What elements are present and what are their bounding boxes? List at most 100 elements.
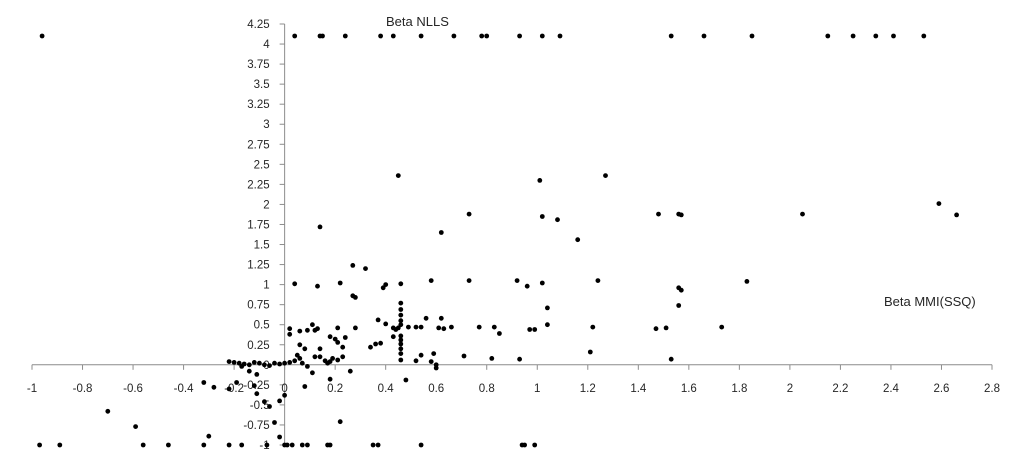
- data-point: [398, 333, 404, 339]
- data-point: [342, 33, 348, 39]
- data-point: [277, 361, 282, 367]
- data-point: [587, 349, 593, 355]
- data-point: [378, 340, 383, 346]
- x-tick-label: 1: [534, 383, 540, 395]
- data-points: [37, 33, 959, 448]
- data-point: [428, 359, 434, 364]
- data-point: [668, 33, 674, 39]
- y-tick-label: -1: [259, 440, 269, 452]
- data-point: [330, 356, 335, 361]
- data-point: [449, 324, 454, 330]
- y-tick-label: 1.75: [247, 219, 269, 231]
- data-point: [668, 356, 674, 362]
- data-point: [287, 360, 293, 365]
- data-point: [539, 214, 545, 219]
- data-point: [327, 334, 333, 340]
- y-tick-label: 1: [263, 280, 269, 292]
- data-point: [398, 357, 404, 363]
- data-point: [676, 303, 682, 308]
- data-point: [375, 317, 381, 323]
- data-point: [390, 334, 396, 340]
- data-point: [262, 362, 267, 368]
- data-point: [340, 344, 346, 350]
- x-tick-label: -0.6: [123, 383, 143, 395]
- data-point: [37, 442, 42, 448]
- data-point: [749, 33, 755, 39]
- data-point: [398, 312, 404, 318]
- x-tick-label: 2: [787, 383, 793, 395]
- data-point: [251, 360, 257, 365]
- data-point: [337, 280, 343, 286]
- x-tick-label: -0.8: [73, 383, 93, 395]
- data-point: [282, 360, 287, 366]
- data-point: [226, 442, 232, 448]
- data-point: [398, 341, 404, 347]
- data-point: [532, 442, 538, 448]
- data-point: [267, 363, 272, 368]
- data-point: [891, 33, 896, 39]
- data-point: [206, 433, 212, 439]
- data-point: [239, 364, 245, 369]
- data-point: [211, 384, 217, 390]
- data-point: [590, 324, 596, 330]
- y-tick-label: 0.75: [247, 300, 269, 312]
- y-tick-label: 2.25: [247, 179, 269, 191]
- data-point: [353, 325, 358, 331]
- data-point: [254, 372, 260, 377]
- data-point: [719, 324, 725, 330]
- data-point: [532, 327, 538, 332]
- data-point: [398, 307, 404, 312]
- data-point: [398, 337, 404, 343]
- data-point: [395, 173, 401, 179]
- data-point: [315, 283, 320, 289]
- data-point: [390, 33, 396, 39]
- y-tick-label: 4.25: [247, 19, 269, 31]
- data-point: [406, 324, 411, 330]
- data-point: [133, 424, 139, 429]
- data-point: [226, 359, 232, 364]
- data-point: [398, 300, 404, 306]
- data-point: [231, 360, 237, 365]
- data-point: [353, 295, 358, 300]
- y-tick-label: 2.75: [247, 139, 269, 151]
- data-point: [676, 285, 682, 291]
- x-axis-title: Beta MMI(SSQ): [884, 294, 976, 309]
- data-point: [539, 280, 545, 286]
- y-tick-label: 1.25: [247, 260, 269, 272]
- data-point: [277, 398, 282, 404]
- data-point: [527, 327, 533, 332]
- data-point: [284, 442, 290, 448]
- data-point: [825, 33, 831, 39]
- y-tick-label: 3.5: [254, 79, 270, 91]
- data-point: [850, 33, 856, 39]
- data-point: [254, 391, 260, 397]
- data-point: [299, 360, 305, 366]
- y-axis-title: Beta NLLS: [386, 14, 449, 29]
- data-point: [317, 354, 323, 360]
- data-point: [595, 278, 601, 283]
- data-point: [378, 33, 383, 39]
- data-point: [461, 353, 467, 359]
- data-point: [299, 442, 305, 448]
- data-point: [267, 404, 272, 409]
- data-point: [317, 346, 323, 352]
- data-point: [320, 33, 325, 39]
- data-point: [310, 322, 315, 328]
- x-tick-label: 1.2: [580, 383, 596, 395]
- data-point: [489, 356, 495, 361]
- data-point: [431, 351, 437, 356]
- data-point: [57, 442, 63, 448]
- data-point: [287, 326, 293, 332]
- data-point: [166, 442, 171, 448]
- data-point: [246, 368, 252, 374]
- data-point: [246, 362, 252, 368]
- x-tick-label: 0.2: [327, 383, 343, 395]
- y-tick-label: 3: [263, 119, 269, 131]
- data-point: [744, 279, 750, 284]
- data-point: [368, 344, 373, 350]
- data-point: [398, 281, 404, 287]
- data-point: [873, 33, 879, 39]
- data-point: [433, 365, 439, 371]
- data-point: [383, 282, 389, 287]
